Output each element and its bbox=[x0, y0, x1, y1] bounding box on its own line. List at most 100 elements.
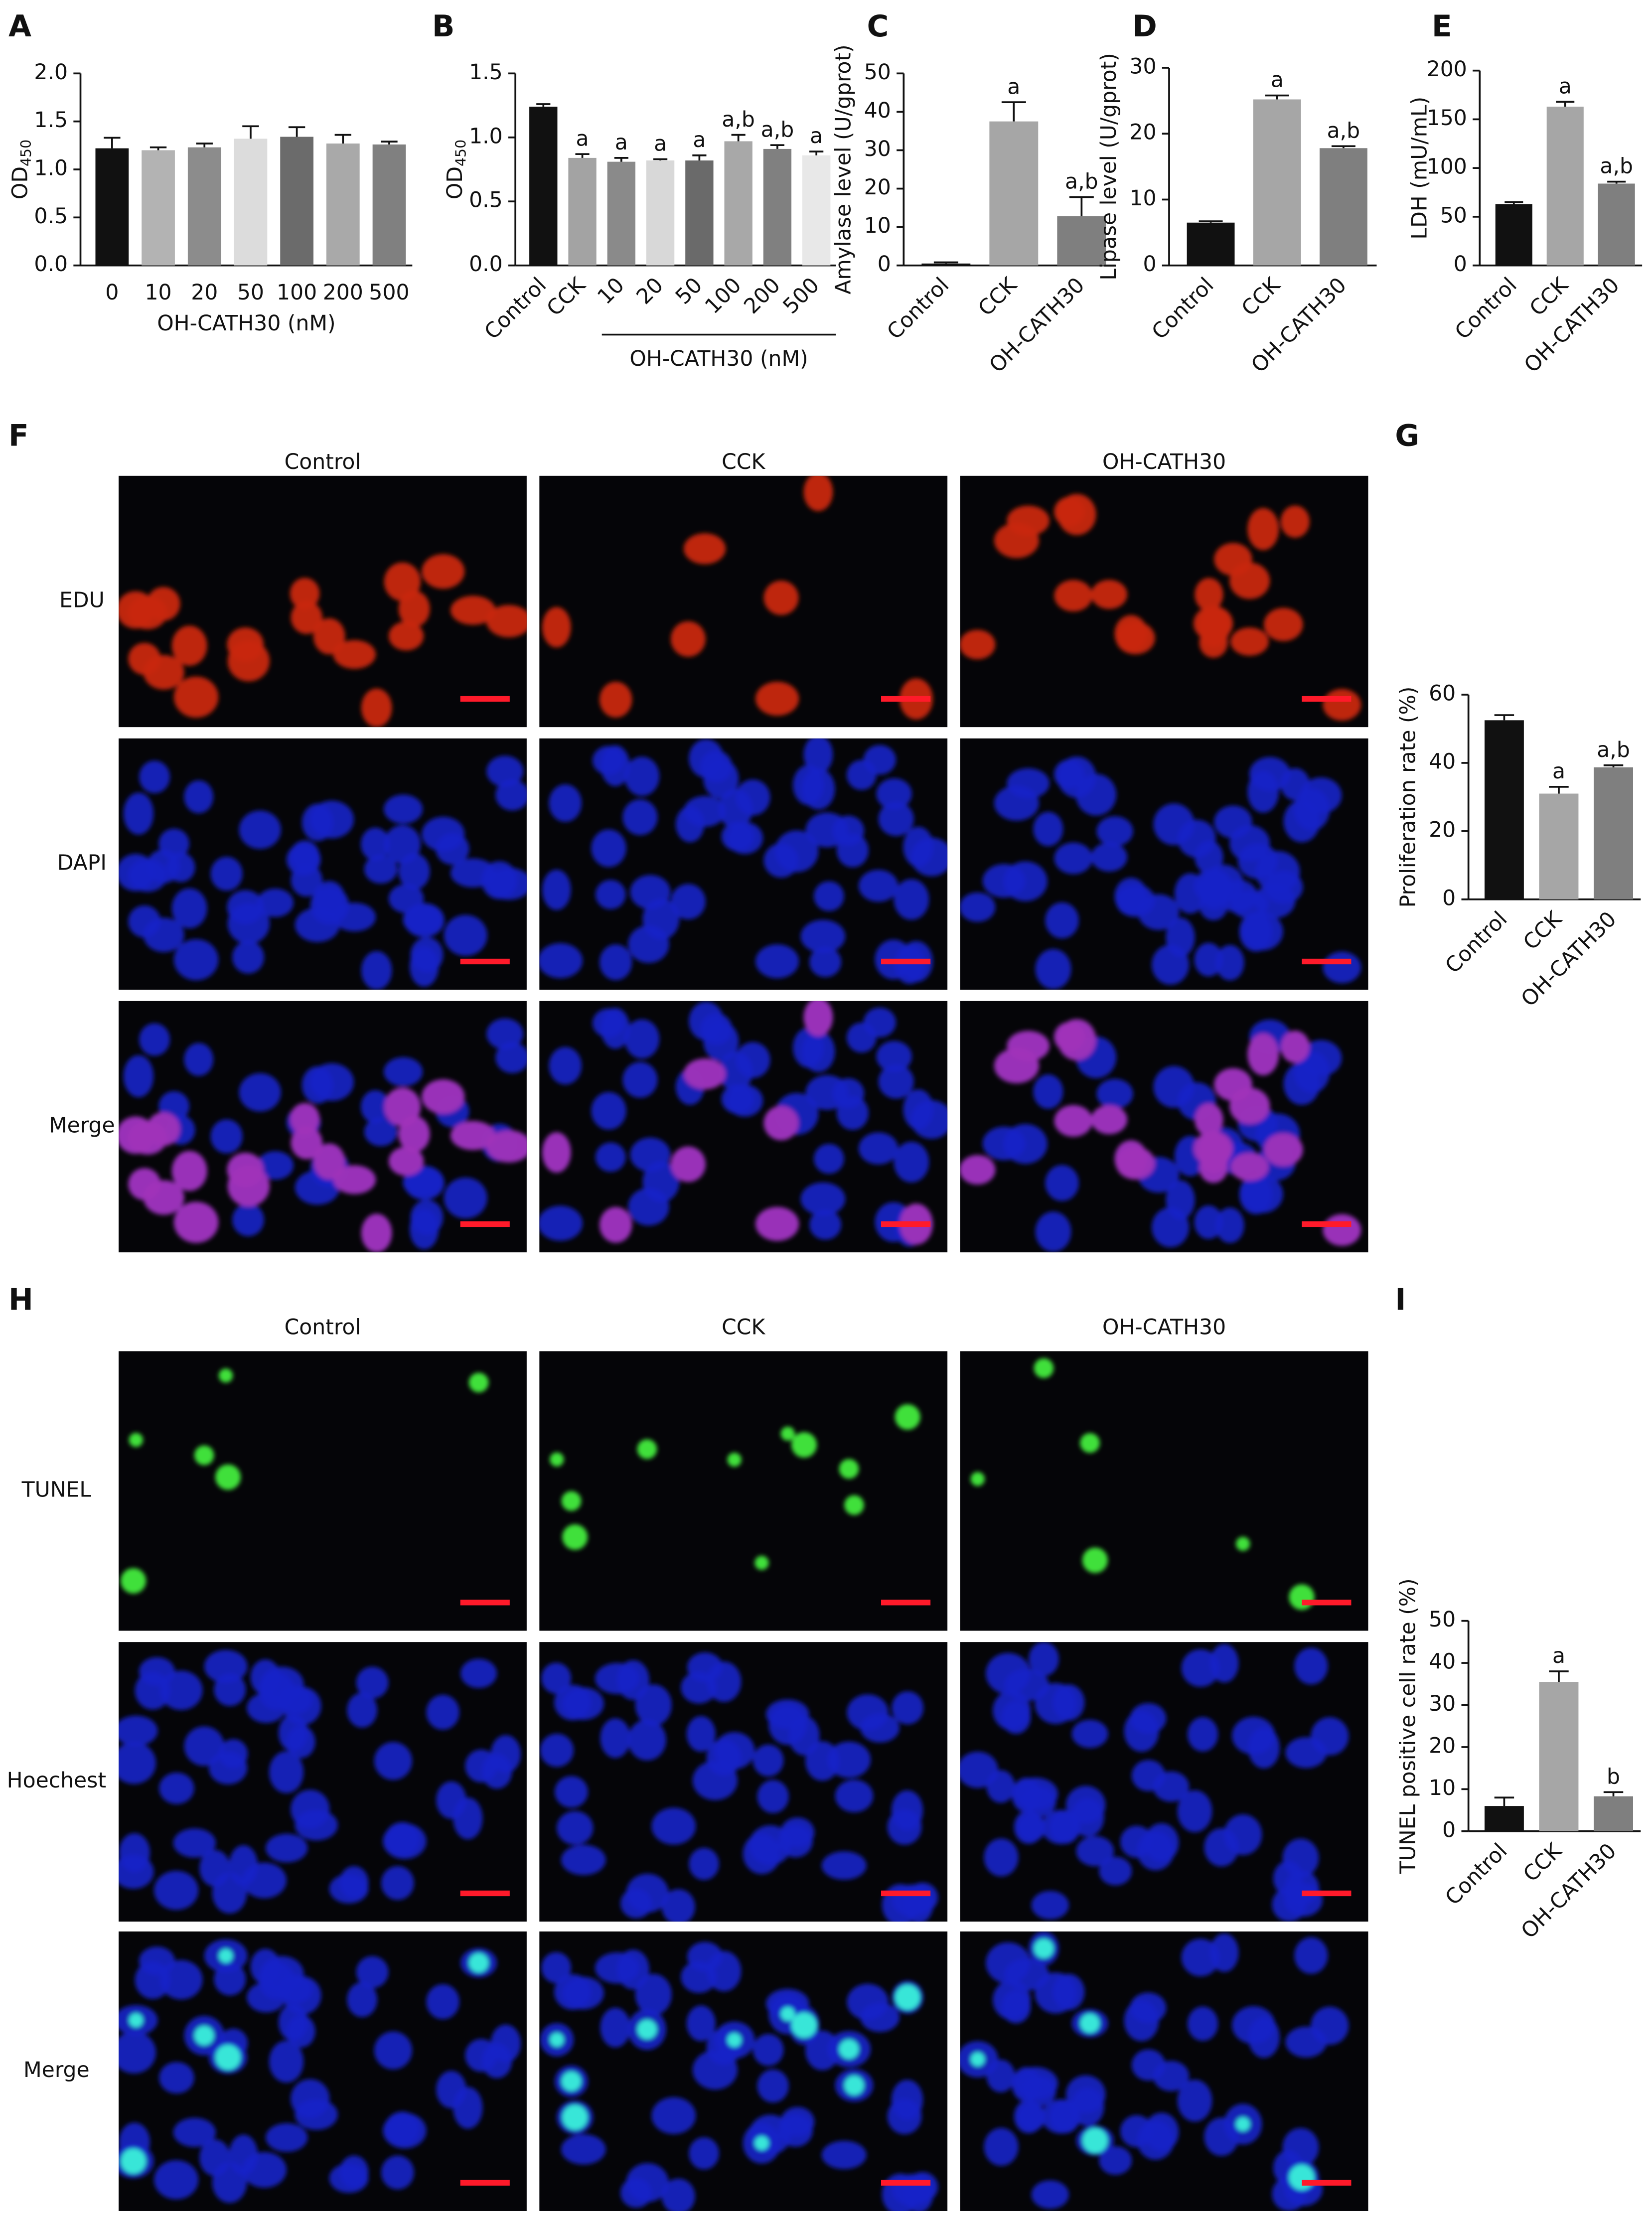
nucleus bbox=[123, 792, 154, 835]
nucleus bbox=[119, 1715, 158, 1746]
x-tick-label: CCK bbox=[1237, 273, 1285, 321]
y-axis-label-main: OD bbox=[8, 166, 32, 199]
nucleus bbox=[858, 1132, 899, 1165]
nucleus bbox=[780, 2106, 815, 2137]
nucleus bbox=[1012, 2067, 1041, 2102]
nucleus bbox=[381, 1866, 414, 1900]
nucleus bbox=[214, 1963, 246, 1996]
nucleus bbox=[159, 1670, 203, 1710]
bar bbox=[326, 143, 360, 266]
y-tick-label: 20 bbox=[1429, 818, 1456, 842]
nucleus bbox=[539, 1205, 583, 1241]
nucleus bbox=[453, 2086, 483, 2129]
significance-label: a bbox=[810, 124, 823, 148]
stained-nucleus bbox=[803, 475, 833, 511]
apoptotic-cell bbox=[194, 1445, 214, 1466]
nucleus bbox=[1177, 2079, 1212, 2122]
apoptotic-cell bbox=[727, 1453, 742, 1467]
micrograph bbox=[960, 1351, 1368, 1631]
panel-label: C bbox=[867, 9, 889, 44]
stained-nucleus bbox=[1091, 1105, 1128, 1135]
nucleus bbox=[333, 902, 376, 932]
stained-nucleus bbox=[994, 1048, 1040, 1083]
nucleus bbox=[287, 2015, 315, 2048]
y-tick-label: 10 bbox=[1129, 186, 1156, 211]
y-tick-label: 40 bbox=[1429, 1650, 1456, 1674]
apoptotic-cell bbox=[637, 1439, 657, 1459]
row-label: Merge bbox=[23, 2058, 90, 2082]
bar bbox=[280, 137, 313, 266]
micrograph-content bbox=[539, 1001, 948, 1247]
nucleus bbox=[1294, 1647, 1328, 1685]
nucleus bbox=[628, 1719, 666, 1761]
y-axis-label: OD450 bbox=[443, 140, 469, 199]
nucleus bbox=[1017, 2102, 1046, 2131]
scale-bar bbox=[460, 1221, 510, 1227]
micrograph bbox=[119, 1001, 527, 1253]
x-tick-label: Control bbox=[1450, 273, 1521, 344]
nucleus bbox=[119, 2031, 156, 2074]
stained-nucleus bbox=[388, 1147, 424, 1176]
nucleus bbox=[384, 794, 423, 824]
nucleus bbox=[1052, 1684, 1085, 1721]
nucleus bbox=[835, 1780, 874, 1812]
panel-label: G bbox=[1395, 419, 1419, 453]
nucleus bbox=[1076, 1836, 1114, 1867]
nucleus bbox=[1031, 2180, 1069, 2209]
nucleus bbox=[135, 1671, 171, 1710]
column-header: Control bbox=[285, 1316, 361, 1340]
nucleus bbox=[591, 1092, 626, 1130]
y-tick-label: 20 bbox=[864, 175, 891, 200]
significance-label: a bbox=[576, 127, 589, 151]
nucleus bbox=[257, 1151, 294, 1180]
column-header: CCK bbox=[722, 450, 765, 474]
nucleus bbox=[1033, 812, 1063, 847]
nucleus bbox=[557, 1811, 594, 1845]
x-tick-label: Control bbox=[1441, 1839, 1512, 1910]
y-tick-label: 0 bbox=[1143, 252, 1156, 277]
apoptotic-cell bbox=[780, 2007, 795, 2021]
bar bbox=[1594, 767, 1633, 899]
stained-nucleus bbox=[1115, 621, 1155, 655]
stained-nucleus bbox=[670, 621, 706, 657]
nucleus bbox=[827, 1741, 871, 1778]
y-tick-label: 60 bbox=[1429, 681, 1456, 706]
nucleus bbox=[287, 1725, 315, 1759]
y-tick-label: 0.0 bbox=[469, 252, 503, 277]
apoptotic-cell bbox=[839, 1459, 859, 1479]
y-axis-label-subscript: 450 bbox=[18, 140, 34, 166]
stained-nucleus bbox=[960, 1155, 996, 1185]
x-tick-label: OH-CATH30 bbox=[1520, 273, 1625, 378]
nucleus bbox=[628, 1188, 669, 1226]
stained-nucleus bbox=[1264, 607, 1303, 641]
nucleus bbox=[1017, 1812, 1046, 1842]
bar bbox=[1495, 204, 1532, 266]
apoptotic-cell bbox=[791, 1432, 817, 1458]
nucleus bbox=[356, 1666, 389, 1699]
nucleus bbox=[1099, 1857, 1132, 1886]
nucleus bbox=[295, 1809, 338, 1841]
bar bbox=[234, 139, 268, 266]
nucleus bbox=[1248, 2016, 1280, 2058]
stained-nucleus bbox=[670, 1146, 706, 1183]
apoptotic-cell bbox=[1034, 1358, 1054, 1378]
stained-nucleus bbox=[763, 581, 799, 615]
stained-nucleus bbox=[291, 1126, 322, 1160]
y-tick-label: 10 bbox=[864, 214, 891, 238]
nucleus bbox=[184, 780, 214, 814]
y-tick-label: 0.5 bbox=[34, 204, 68, 229]
stained-nucleus bbox=[171, 625, 207, 666]
scale-bar bbox=[1302, 1221, 1352, 1227]
nucleus bbox=[622, 1061, 658, 1098]
nucleus bbox=[361, 827, 390, 861]
nucleus bbox=[486, 867, 527, 900]
nucleus bbox=[1130, 1703, 1167, 1734]
micrograph-content bbox=[540, 1652, 938, 1922]
nucleus bbox=[814, 881, 844, 911]
nucleus bbox=[805, 2030, 840, 2071]
bar bbox=[1539, 793, 1579, 899]
nucleus bbox=[755, 944, 799, 979]
x-tick-label: 20 bbox=[632, 273, 668, 309]
micrograph-content bbox=[960, 1642, 1349, 1922]
significance-label: a bbox=[1552, 759, 1565, 784]
